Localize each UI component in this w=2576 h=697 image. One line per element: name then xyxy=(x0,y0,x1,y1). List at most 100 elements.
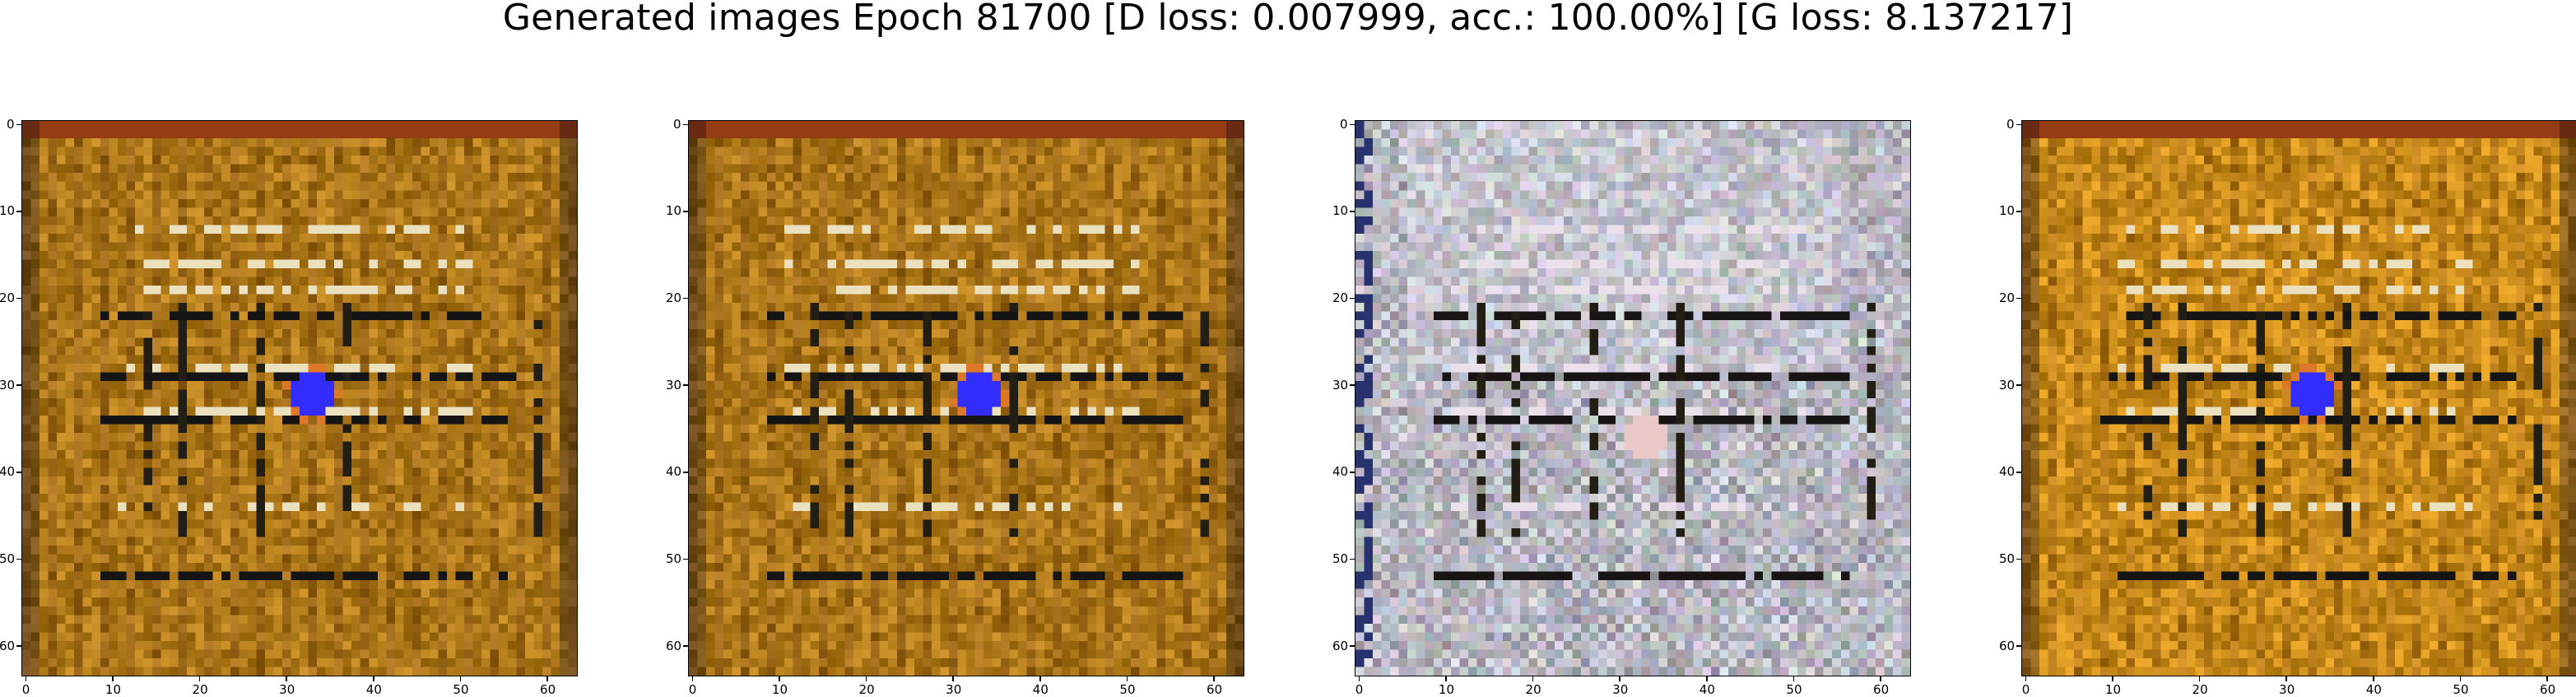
x-tick-mark xyxy=(2199,676,2201,681)
x-tick-label: 30 xyxy=(1612,684,1628,696)
y-tick-mark xyxy=(683,645,688,647)
generated-image-2 xyxy=(688,120,1244,676)
x-tick-label: 0 xyxy=(2022,684,2030,696)
y-tick-mark xyxy=(2016,472,2021,473)
x-tick-mark xyxy=(1359,676,1360,681)
x-tick-label: 40 xyxy=(2366,684,2382,696)
figure-title: Generated images Epoch 81700 [D loss: 0.… xyxy=(0,0,2576,36)
x-tick-label: 20 xyxy=(859,684,875,696)
y-tick-mark xyxy=(1350,559,1355,560)
x-tick-label: 10 xyxy=(105,684,121,696)
x-tick-mark xyxy=(460,676,462,681)
x-tick-mark xyxy=(1213,676,1215,681)
generated-image-1 xyxy=(21,120,578,676)
y-tick-label: 30 xyxy=(1999,379,2015,392)
y-tick-mark xyxy=(2016,211,2021,212)
y-tick-mark xyxy=(1350,298,1355,300)
generated-pixel-grid xyxy=(2022,121,2576,676)
x-tick-label: 30 xyxy=(279,684,295,696)
x-tick-label: 50 xyxy=(1119,684,1135,696)
y-tick-mark xyxy=(2016,645,2021,647)
y-tick-label: 0 xyxy=(673,118,681,131)
x-tick-mark xyxy=(866,676,867,681)
x-tick-mark xyxy=(2025,676,2027,681)
x-tick-label: 60 xyxy=(2540,684,2555,696)
x-tick-mark xyxy=(2112,676,2113,681)
x-tick-label: 20 xyxy=(2192,684,2208,696)
y-tick-label: 50 xyxy=(1332,553,1348,565)
x-tick-mark xyxy=(373,676,374,681)
y-tick-label: 40 xyxy=(1332,466,1348,478)
y-tick-label: 10 xyxy=(1999,205,2015,217)
y-tick-label: 0 xyxy=(1340,118,1348,131)
x-tick-mark xyxy=(199,676,201,681)
y-tick-mark xyxy=(16,645,21,647)
y-tick-label: 60 xyxy=(1332,640,1348,653)
x-tick-mark xyxy=(286,676,287,681)
x-tick-mark xyxy=(112,676,114,681)
y-tick-label: 40 xyxy=(0,466,15,478)
y-tick-label: 20 xyxy=(1999,292,2015,304)
y-tick-mark xyxy=(1350,645,1355,647)
y-tick-label: 20 xyxy=(0,292,15,304)
x-tick-mark xyxy=(546,676,548,681)
y-tick-label: 50 xyxy=(666,553,681,565)
y-tick-mark xyxy=(683,298,688,300)
x-tick-label: 0 xyxy=(22,684,30,696)
x-tick-mark xyxy=(1793,676,1795,681)
y-tick-mark xyxy=(683,211,688,212)
x-tick-label: 50 xyxy=(1786,684,1802,696)
y-tick-label: 30 xyxy=(0,379,15,392)
x-tick-label: 10 xyxy=(772,684,788,696)
y-tick-mark xyxy=(2016,559,2021,560)
x-tick-label: 20 xyxy=(1526,684,1541,696)
x-tick-mark xyxy=(1619,676,1620,681)
y-tick-label: 20 xyxy=(1332,292,1348,304)
x-tick-mark xyxy=(2285,676,2287,681)
y-tick-mark xyxy=(1350,124,1355,126)
y-tick-label: 60 xyxy=(0,640,15,653)
y-tick-mark xyxy=(683,124,688,126)
y-tick-label: 40 xyxy=(666,466,681,478)
y-tick-label: 0 xyxy=(7,118,15,131)
x-tick-label: 0 xyxy=(689,684,697,696)
x-tick-label: 40 xyxy=(1033,684,1049,696)
y-tick-mark xyxy=(2016,124,2021,126)
x-tick-mark xyxy=(1445,676,1447,681)
x-tick-label: 20 xyxy=(193,684,208,696)
generated-image-3 xyxy=(1355,120,1911,676)
y-tick-mark xyxy=(683,384,688,386)
x-tick-mark xyxy=(779,676,780,681)
x-tick-label: 10 xyxy=(2105,684,2121,696)
y-tick-mark xyxy=(1350,384,1355,386)
y-tick-label: 50 xyxy=(1999,553,2015,565)
y-tick-mark xyxy=(1350,211,1355,212)
x-tick-mark xyxy=(1039,676,1041,681)
x-tick-mark xyxy=(1880,676,1881,681)
y-tick-mark xyxy=(2016,384,2021,386)
y-tick-label: 30 xyxy=(1332,379,1348,392)
y-tick-mark xyxy=(16,124,21,126)
x-tick-mark xyxy=(952,676,954,681)
generated-pixel-grid xyxy=(689,121,1244,676)
x-tick-mark xyxy=(2546,676,2548,681)
y-tick-label: 0 xyxy=(2006,118,2015,131)
x-tick-mark xyxy=(1532,676,1534,681)
y-tick-label: 60 xyxy=(1999,640,2015,653)
x-tick-label: 60 xyxy=(540,684,556,696)
x-tick-mark xyxy=(2373,676,2374,681)
y-tick-label: 20 xyxy=(666,292,681,304)
x-tick-label: 10 xyxy=(1439,684,1454,696)
x-tick-label: 50 xyxy=(2453,684,2468,696)
x-tick-label: 60 xyxy=(1207,684,1222,696)
y-tick-label: 30 xyxy=(666,379,681,392)
y-tick-label: 60 xyxy=(666,640,681,653)
y-tick-label: 10 xyxy=(1332,205,1348,217)
y-tick-mark xyxy=(16,384,21,386)
y-tick-label: 10 xyxy=(0,205,15,217)
y-tick-mark xyxy=(683,559,688,560)
y-tick-label: 50 xyxy=(0,553,15,565)
y-tick-mark xyxy=(16,559,21,560)
y-tick-mark xyxy=(16,298,21,300)
x-tick-mark xyxy=(692,676,694,681)
